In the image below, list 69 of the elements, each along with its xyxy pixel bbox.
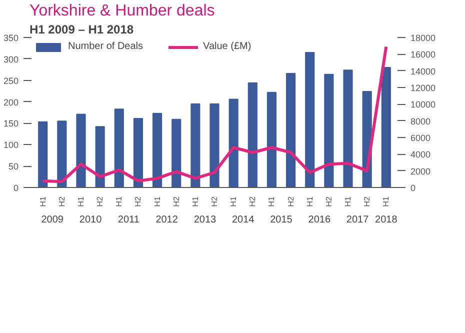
y2-tick-label: 8000 xyxy=(410,116,431,126)
bar xyxy=(76,114,86,188)
y2-tick-label: 14000 xyxy=(410,66,436,76)
y-tick-label: 300 xyxy=(3,54,19,64)
y-tick-label: 50 xyxy=(8,162,19,172)
y-tick-label: 150 xyxy=(3,118,19,129)
bar xyxy=(324,74,334,188)
text: 2017 xyxy=(346,214,370,226)
y-tick-label: 0 xyxy=(13,183,19,193)
y2-tick-label: 12000 xyxy=(410,83,436,93)
y2-tick-label: 6000 xyxy=(410,133,431,143)
y2-tick-label: 4000 xyxy=(410,150,431,160)
x-tick-label: H1 xyxy=(38,196,48,207)
text: 2010 xyxy=(79,214,102,226)
bar xyxy=(172,118,182,188)
bar xyxy=(114,108,124,188)
y2-tick-label: 10000 xyxy=(410,100,436,110)
text: 2011 xyxy=(118,214,140,226)
bar xyxy=(381,67,391,188)
bar xyxy=(343,70,353,188)
x-tick-label: H1 xyxy=(267,196,276,207)
text: 2012 xyxy=(156,214,178,226)
bar xyxy=(266,92,277,188)
x-tick-label: H2 xyxy=(248,196,258,207)
y-tick-label: 250 xyxy=(3,76,19,86)
x-tick-label: H2 xyxy=(210,196,219,207)
y2-tick-label: 18000 xyxy=(410,33,436,43)
y-tick-label: 200 xyxy=(3,97,19,108)
x-tick-label: H1 xyxy=(114,196,124,207)
bar xyxy=(38,121,48,188)
legend-label: Number of Deals xyxy=(68,41,144,52)
text: 2014 xyxy=(232,214,255,226)
x-tick-label: H1 xyxy=(305,196,314,207)
x-tick-label: H1 xyxy=(344,196,353,207)
y2-tick-label: 0 xyxy=(410,183,416,193)
bar xyxy=(305,52,315,188)
bar xyxy=(133,118,144,188)
y2-tick-label: 16000 xyxy=(410,50,436,60)
x-tick-label: H2 xyxy=(362,196,372,207)
bar xyxy=(228,98,238,188)
bar xyxy=(95,126,105,188)
x-tick-label: H2 xyxy=(324,196,334,207)
x-tick-label: H1 xyxy=(190,196,200,207)
y2-tick-label: 2000 xyxy=(410,166,431,176)
text: 2015 xyxy=(270,214,293,226)
y-tick-label: 350 xyxy=(3,33,19,43)
x-tick-label: H1 xyxy=(152,196,162,207)
x-tick-label: H1 xyxy=(76,196,86,207)
y-tick-label: 100 xyxy=(3,140,19,150)
text: 2009 xyxy=(41,214,64,226)
text: 2018 xyxy=(375,214,398,226)
bar xyxy=(286,73,296,188)
bar xyxy=(57,120,67,188)
bar xyxy=(210,103,220,188)
bar xyxy=(152,112,162,188)
x-tick-label: H2 xyxy=(134,196,143,207)
bar xyxy=(190,103,200,188)
text: 2013 xyxy=(194,214,217,226)
legend-label: Value (£M) xyxy=(203,41,252,52)
x-tick-label: H2 xyxy=(57,196,66,207)
x-tick-label: H2 xyxy=(172,196,181,207)
bar xyxy=(248,82,258,188)
x-tick-label: H2 xyxy=(286,196,296,207)
x-tick-label: H1 xyxy=(229,196,238,207)
x-tick-label: H1 xyxy=(382,196,391,207)
chart-title: Yorkshire & Humber deals xyxy=(30,2,215,20)
chart-subtitle: H1 2009 – H1 2018 xyxy=(30,22,134,36)
text: 2016 xyxy=(308,214,331,226)
x-tick-label: H2 xyxy=(96,196,105,207)
